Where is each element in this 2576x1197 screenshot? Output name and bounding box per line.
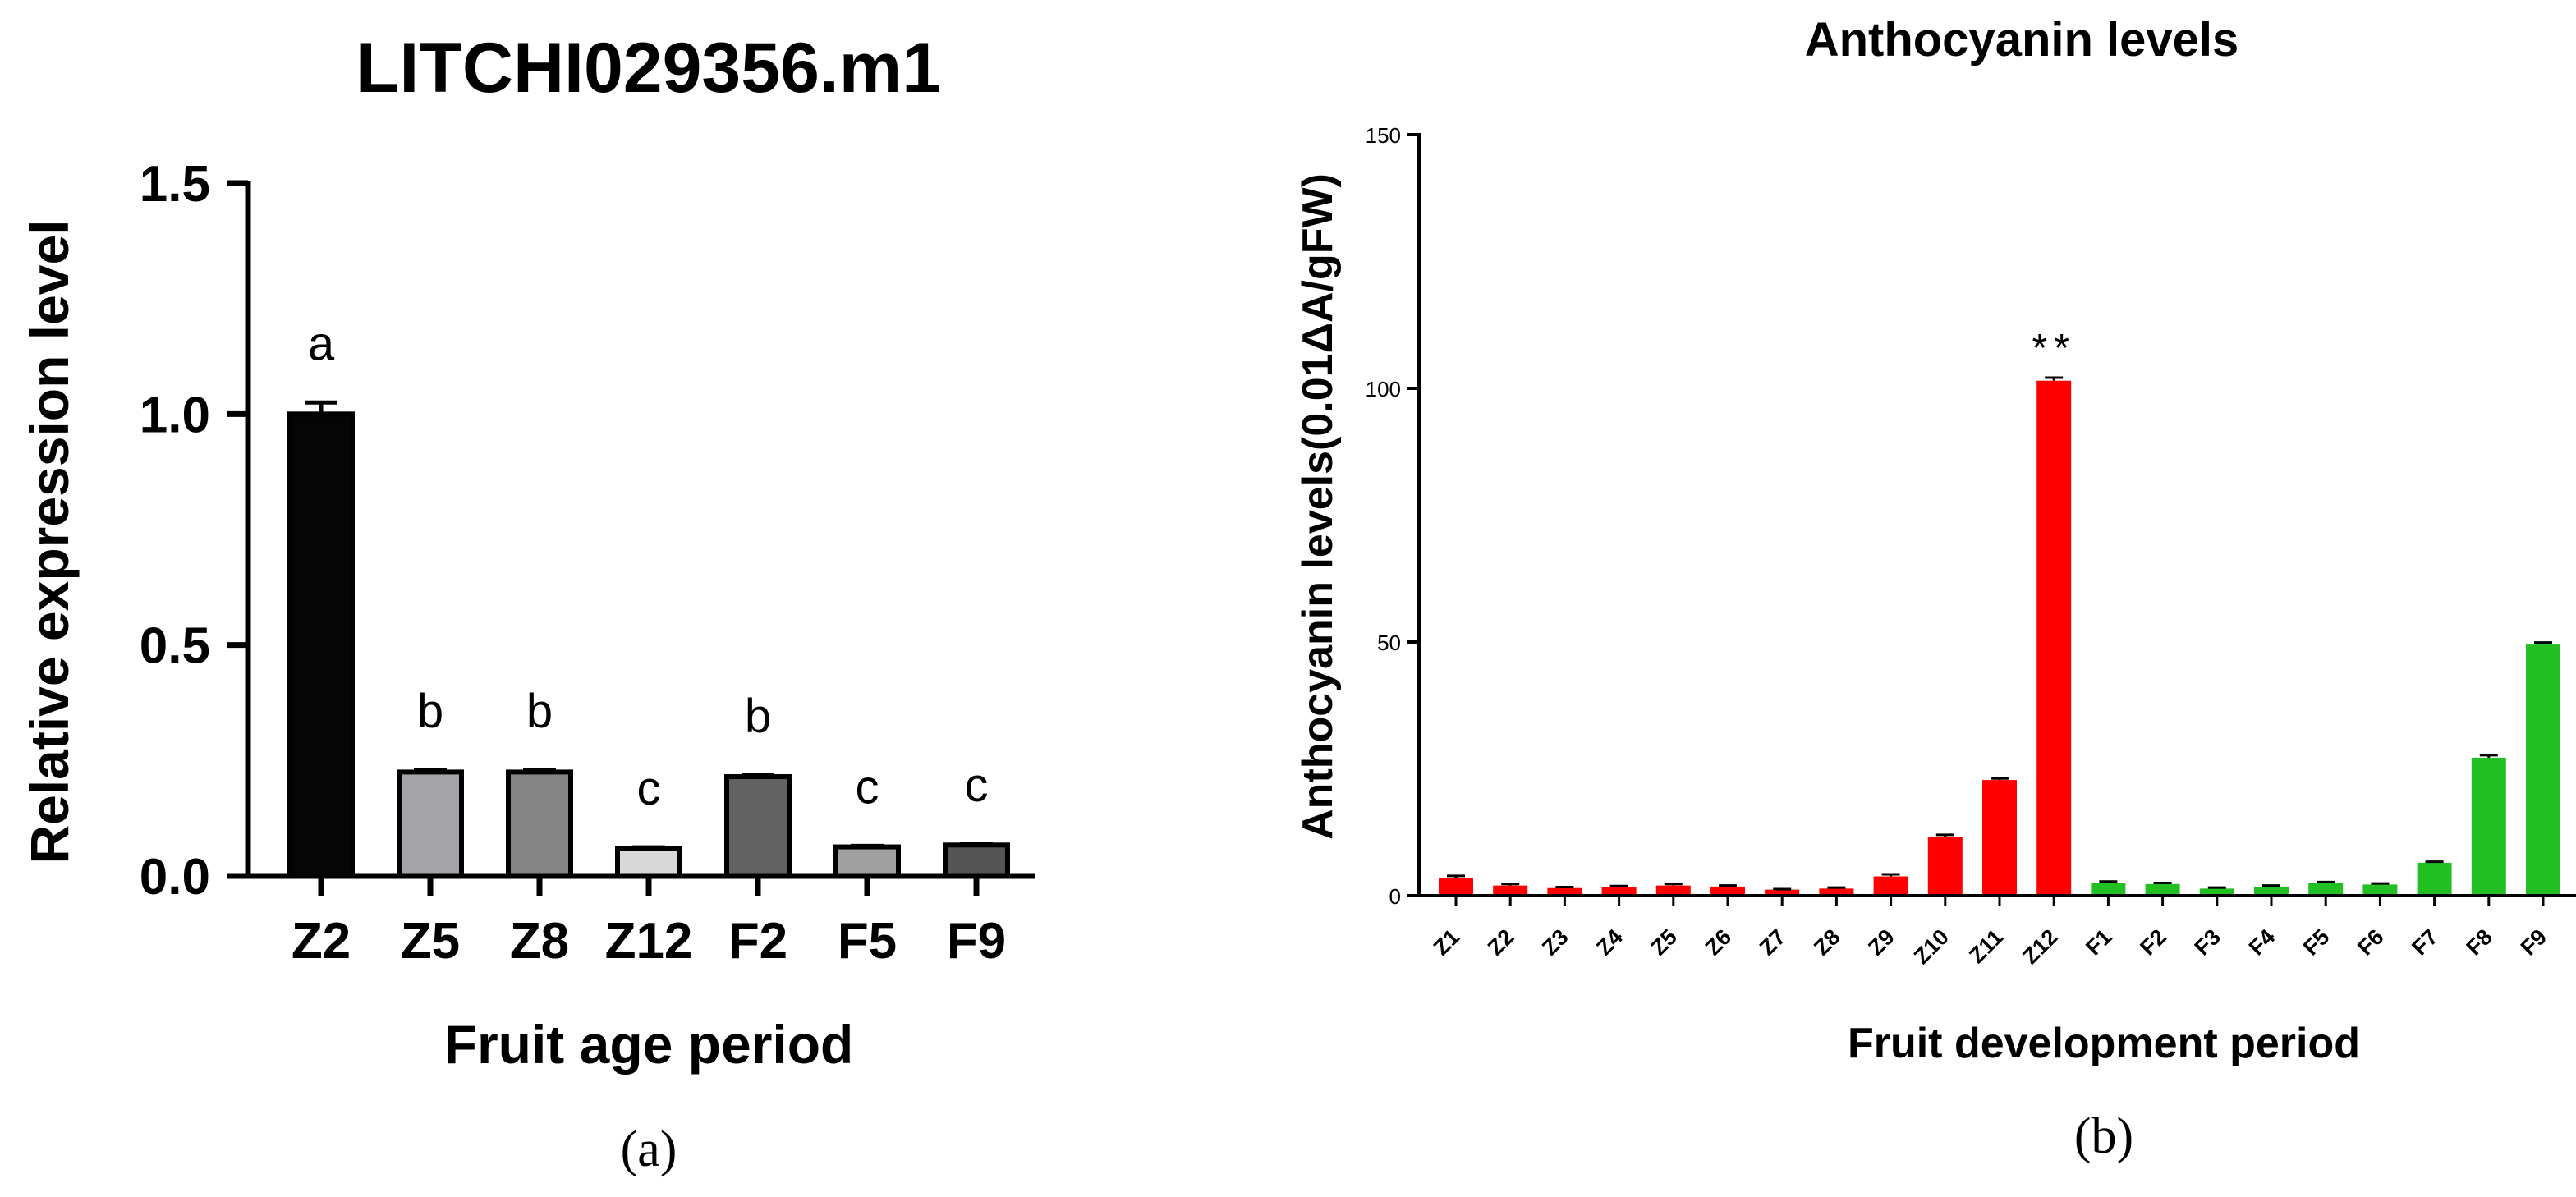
- chart-b-bar-f9: [2526, 644, 2560, 896]
- chart-b-xtick-label: F8: [2462, 924, 2497, 960]
- chart-b-bar-z9: [1873, 876, 1908, 896]
- chart-b-ytick-label: 0: [1389, 884, 1401, 909]
- chart-a-ytick-label: 0.5: [140, 618, 210, 675]
- chart-b-title: Anthocyanin levels: [1805, 13, 2239, 66]
- chart-a-x-axis: Z2 Z5 Z8 Z12 F2 F5 F9: [292, 876, 1006, 970]
- chart-a-significance-letter: b: [417, 685, 443, 738]
- chart-a-xtick-label: F5: [838, 913, 897, 970]
- chart-a-xtick-label: Z2: [292, 913, 351, 970]
- chart-b-bar-z3: [1547, 887, 1582, 896]
- chart-a-y-axis: 0.0 0.5 1.0 1.5: [140, 156, 248, 906]
- chart-b-bar-z8: [1819, 888, 1854, 896]
- chart-b-xtick-label: Z2: [1483, 924, 1518, 960]
- chart-b-xtick-label: Z12: [2018, 924, 2062, 969]
- chart-b-bar-z12: [2036, 380, 2072, 897]
- chart-b-xtick-label: F9: [2516, 924, 2551, 960]
- chart-a-xtick-label: Z5: [401, 913, 460, 970]
- chart-b-bar-f1: [2091, 883, 2126, 896]
- chart-a-xlabel: Fruit age period: [444, 1014, 854, 1075]
- chart-b-ytick-label: 50: [1377, 631, 1401, 655]
- chart-a-significance-letter: c: [637, 762, 661, 815]
- chart-b-bar-z1: [1439, 878, 1473, 896]
- chart-a-significance-letter: a: [308, 317, 335, 370]
- chart-b-xtick-label: F1: [2081, 924, 2116, 960]
- chart-a-bar-z12: [615, 846, 682, 878]
- chart-b-y-axis: 0 50 100 150: [1366, 123, 1419, 909]
- chart-b-bar-f3: [2199, 888, 2234, 896]
- chart-b-xtick-label: F5: [2298, 924, 2334, 960]
- chart-a-bar-f5: [833, 844, 901, 879]
- chart-b-xtick-label: Z6: [1701, 924, 1736, 960]
- chart-a-ytick-label: 1.0: [140, 387, 210, 443]
- panel-a-label: (a): [621, 1121, 677, 1177]
- chart-b-x-axis: Z1 Z2 Z3 Z4 Z5 Z6 Z7 Z8 Z9 Z10 Z11 Z12 F1 F2 F3 F4 F5 F6 F…: [1429, 896, 2551, 969]
- chart-b-ytick-label: 100: [1366, 377, 1401, 401]
- chart-a-significance-letter: c: [965, 759, 989, 812]
- chart-a-bars: a b b c b c c: [287, 317, 1010, 879]
- chart-b-bar-f5: [2308, 883, 2344, 896]
- chart-b-xtick-label: Z9: [1863, 924, 1899, 960]
- chart-b-xtick-label: F4: [2244, 924, 2280, 960]
- chart-b-significance-annotation: **: [2032, 327, 2076, 370]
- chart-a-bar-z5: [397, 769, 464, 879]
- chart-a-significance-letter: c: [856, 760, 879, 814]
- chart-b-xtick-label: F6: [2353, 924, 2388, 960]
- chart-b-xlabel: Fruit development period: [1848, 1020, 2360, 1067]
- chart-b-ytick-label: 150: [1366, 123, 1401, 148]
- chart-b-bar-z5: [1655, 885, 1691, 896]
- chart-b-ylabel: Anthocyanin levels(0.01ΔA/gFW): [1294, 173, 1342, 840]
- chart-b-bar-z7: [1765, 889, 1800, 896]
- chart-b-bar-z10: [1927, 837, 1963, 896]
- chart-b-bar-z4: [1601, 887, 1637, 896]
- chart-b-xtick-label: F2: [2135, 924, 2170, 960]
- chart-b-bar-f7: [2417, 862, 2452, 896]
- chart-b-xtick-label: Z5: [1646, 924, 1682, 960]
- chart-b-xtick-label: Z11: [1964, 924, 2008, 968]
- chart-a-significance-letter: b: [526, 685, 553, 738]
- chart-a-bar-z2: [287, 411, 355, 879]
- chart-b-bar-z2: [1493, 885, 1528, 896]
- chart-a-ytick-label: 1.5: [140, 156, 210, 213]
- chart-b-xtick-label: Z10: [1909, 924, 1954, 969]
- chart-a-xtick-label: Z8: [510, 913, 569, 970]
- chart-a: LITCHI029356.m1 Relative expression leve…: [19, 29, 1035, 1177]
- chart-b-bar-z6: [1710, 886, 1745, 896]
- chart-b-xtick-label: F3: [2190, 924, 2225, 960]
- chart-a-significance-letter: b: [745, 690, 771, 743]
- chart-b-bar-f4: [2254, 886, 2289, 896]
- chart-b-xtick-label: Z3: [1537, 924, 1573, 960]
- chart-b-bar-z11: [1982, 780, 2017, 896]
- chart-a-title: LITCHI029356.m1: [356, 29, 941, 108]
- chart-b-bar-f2: [2145, 883, 2180, 896]
- chart-a-bar-z8: [506, 769, 573, 879]
- chart-a-xtick-label: F9: [947, 913, 1006, 970]
- chart-a-ytick-label: 0.0: [140, 849, 210, 906]
- chart-b-bar-f8: [2471, 757, 2506, 896]
- chart-a-bar-f2: [724, 774, 792, 879]
- chart-b-xtick-label: F7: [2407, 924, 2442, 960]
- chart-b-xtick-label: Z4: [1591, 924, 1627, 960]
- chart-b-xtick-label: Z7: [1755, 924, 1790, 960]
- chart-a-bar-f9: [943, 842, 1010, 879]
- chart-b: Anthocyanin levels Anthocyanin levels(0.…: [1294, 13, 2576, 1164]
- chart-b-xtick-label: Z8: [1809, 924, 1844, 960]
- chart-a-xtick-label: F2: [728, 913, 787, 970]
- chart-b-bar-f6: [2362, 884, 2398, 896]
- chart-a-xtick-label: Z12: [605, 913, 693, 970]
- chart-b-xtick-label: Z1: [1429, 924, 1464, 960]
- chart-a-ylabel: Relative expression level: [19, 219, 80, 864]
- chart-b-bars: [1439, 376, 2560, 897]
- panel-b-label: (b): [2074, 1108, 2133, 1164]
